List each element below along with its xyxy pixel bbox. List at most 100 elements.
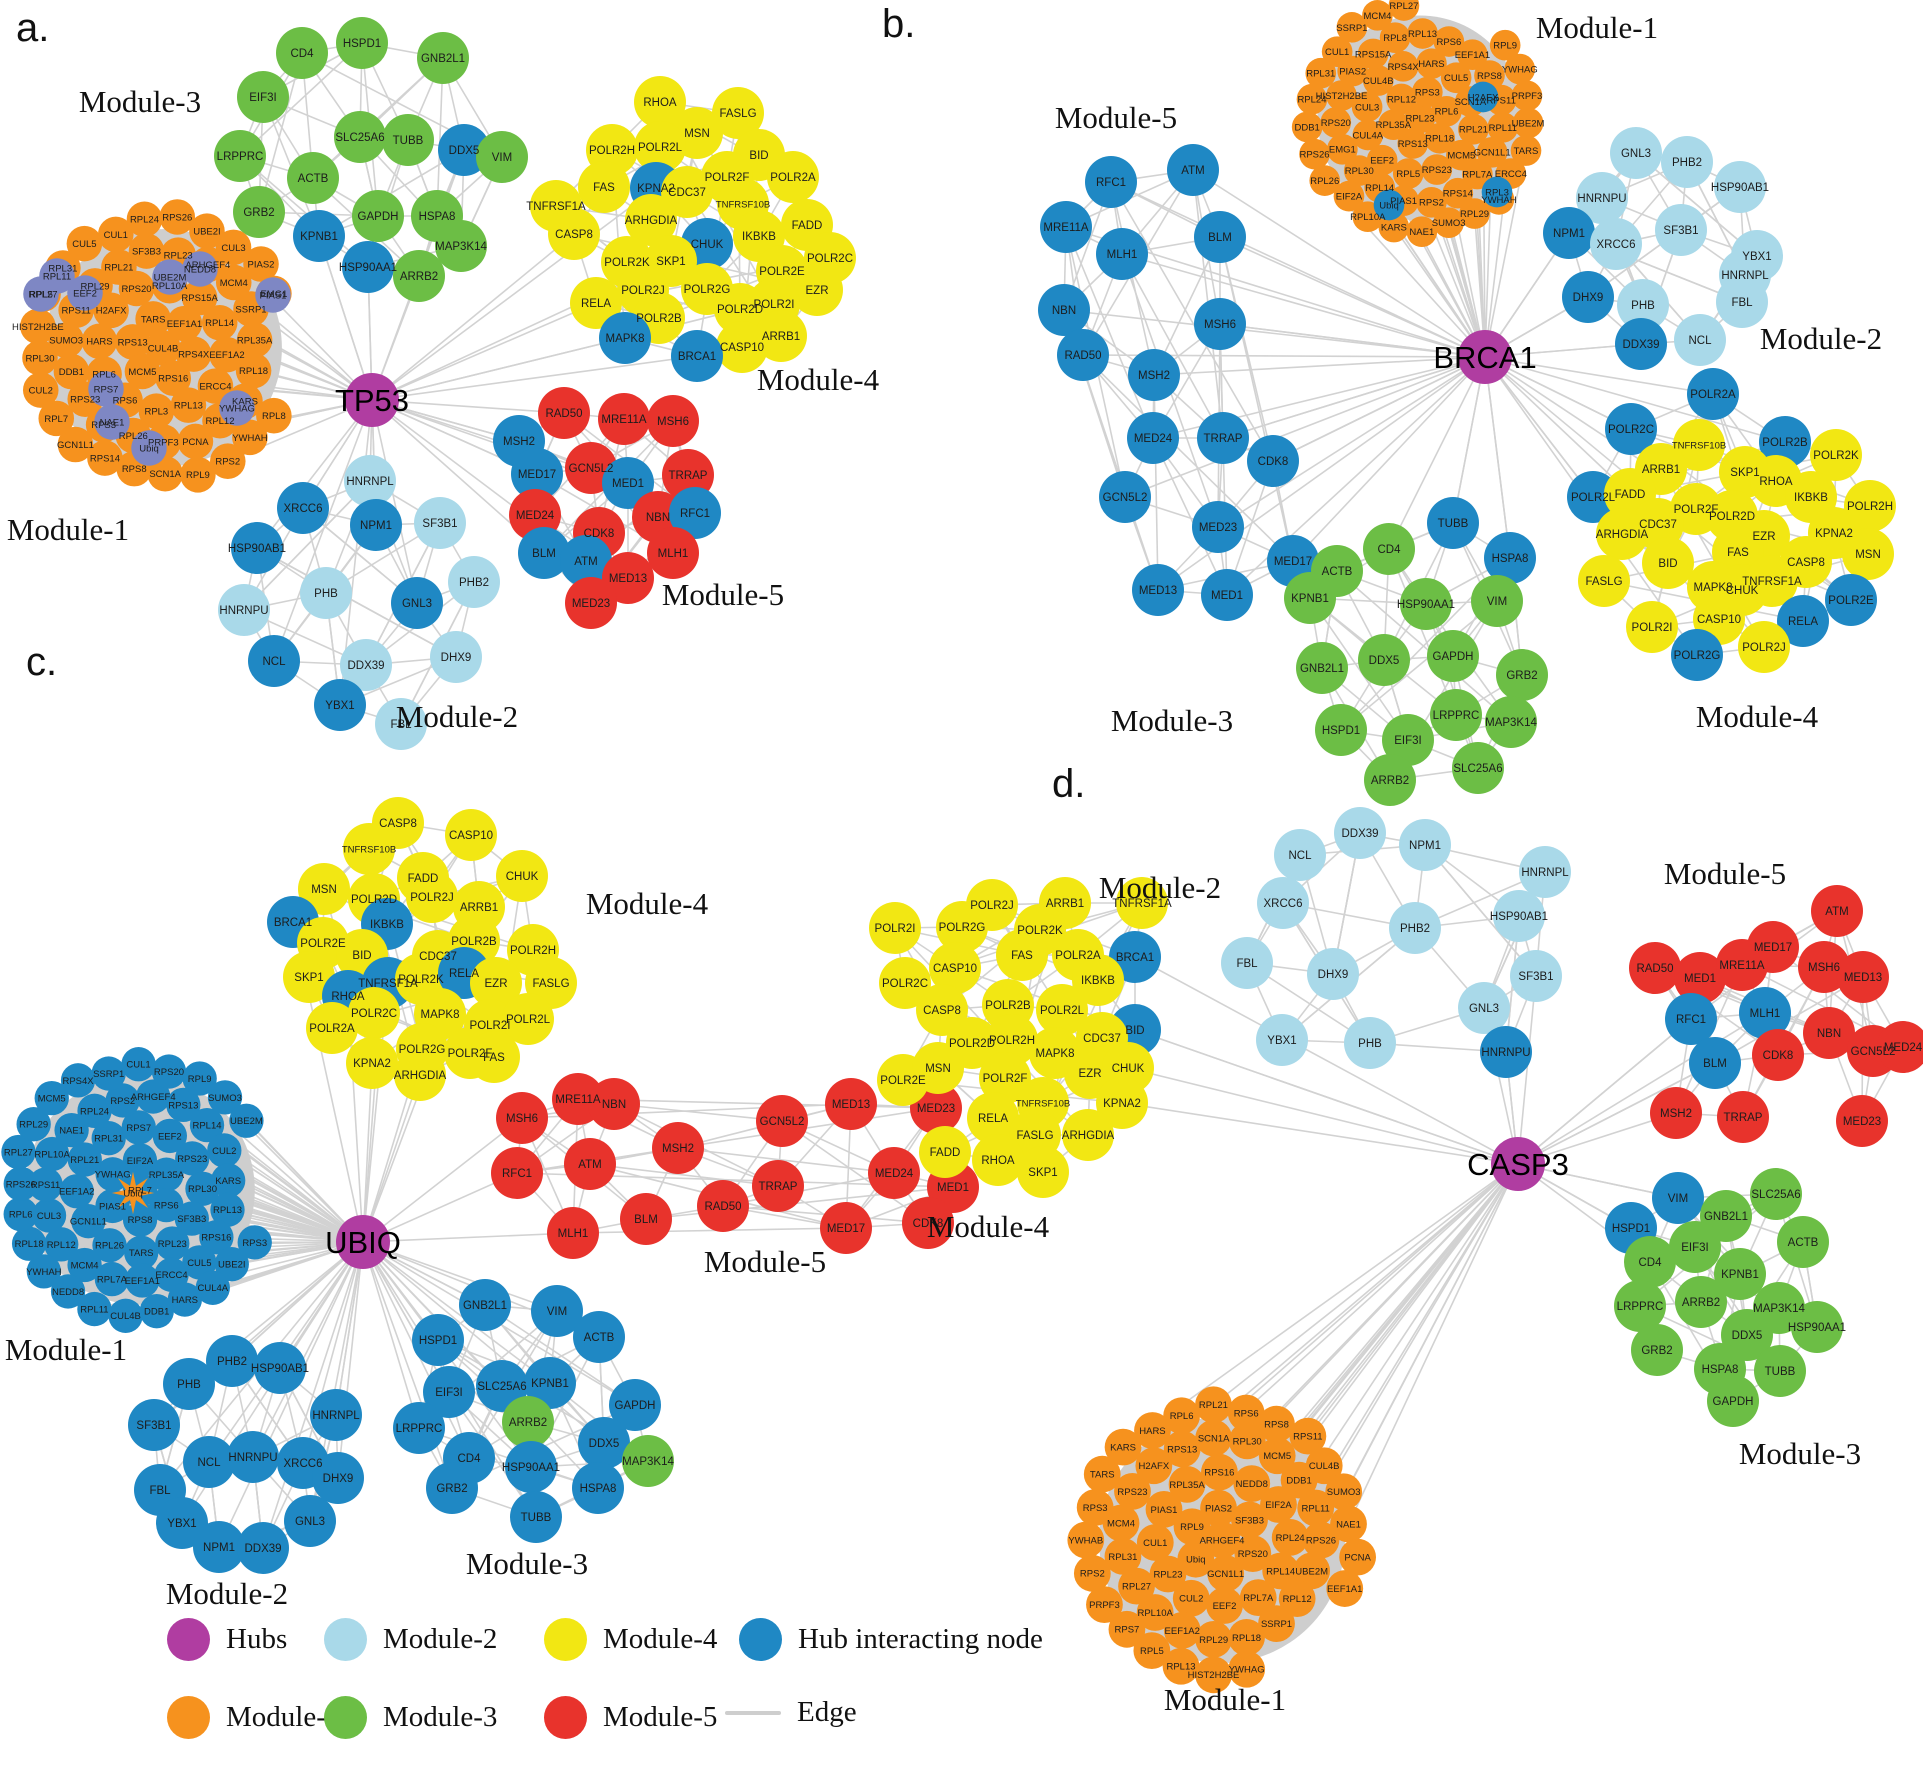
node-label: POLR2G (399, 1044, 446, 1056)
node-label: ACTB (1788, 1237, 1819, 1249)
node-label: VIM (1487, 596, 1507, 608)
node-label: RPL21 (70, 1155, 99, 1166)
node-label: HARS (172, 1295, 198, 1306)
node-MAP3K14 (622, 1435, 674, 1487)
node-ARHGDIA (394, 1049, 446, 1101)
node-label: KPNB1 (300, 231, 338, 243)
node-label: CD4 (457, 1453, 481, 1465)
node-label: SSRP1 (93, 1069, 124, 1080)
node-label: RPS16 (201, 1233, 231, 1244)
node-RELA (1777, 595, 1829, 647)
node-label: HSPD1 (1322, 725, 1360, 737)
node-label: XRCC6 (284, 1458, 323, 1470)
node-label: GRB2 (1506, 670, 1537, 682)
node-ARRB2 (502, 1396, 554, 1448)
node-label: RPS13 (1398, 139, 1428, 150)
node-label: ARRB1 (1642, 464, 1680, 476)
node-MED17 (820, 1202, 872, 1254)
node-RPS14 (87, 440, 123, 476)
node-label: ARRB1 (762, 331, 800, 343)
node-MSN (912, 1042, 964, 1094)
node-label: ARRB1 (1046, 898, 1084, 910)
node-RPL21 (1195, 1386, 1232, 1424)
node-label: FADD (1615, 489, 1646, 501)
node-label: POLR2K (398, 974, 444, 986)
node-FASLG (1578, 555, 1630, 607)
node-HSP90AA1 (505, 1441, 557, 1493)
node-label: POLR2H (1847, 501, 1893, 513)
node-label: RPS11 (61, 306, 90, 317)
node-label: MED1 (937, 1182, 969, 1194)
edge (371, 399, 565, 414)
node-RPL29 (16, 1107, 51, 1142)
node-GCN1L1 (57, 426, 94, 463)
node-label: MCM4 (1107, 1518, 1135, 1529)
node-KPNA2 (1096, 1077, 1148, 1129)
node-TNFRSF1A (1746, 555, 1798, 607)
node-label: POLR2D (949, 1038, 995, 1050)
node-label: RPL3 (1485, 187, 1509, 198)
node-EIF2A (1333, 180, 1365, 212)
node-SCN1A (147, 455, 183, 492)
node-label: NPM1 (1409, 840, 1441, 852)
node-label: MLH1 (1750, 1008, 1781, 1020)
node-label: HSPA8 (1492, 553, 1529, 565)
node-label: RPL24 (80, 1106, 109, 1117)
node-label: BRCA1 (274, 917, 312, 929)
node-label: POLR2D (717, 304, 763, 316)
node-label: FAS (593, 182, 615, 194)
node-label: RPS2 (1419, 198, 1444, 209)
node-label: ARHGEF4 (1200, 1535, 1245, 1546)
node-RPL30 (1343, 155, 1375, 186)
node-label: RHOA (981, 1155, 1015, 1167)
node-label: RPS8 (128, 1215, 153, 1226)
node-label: RPL5 (29, 289, 53, 300)
node-label: POLR2B (1762, 437, 1808, 449)
node-POLR2L (1036, 984, 1088, 1036)
node-RPS3 (237, 1225, 272, 1260)
node-TNFRSF10B (1673, 419, 1725, 471)
node-EIF3I (423, 1366, 475, 1418)
node-RPL26 (1309, 165, 1341, 196)
node-POLR2B (1759, 416, 1811, 468)
node-MCM5 (124, 353, 161, 390)
node-label: RAD50 (545, 408, 582, 420)
node-label: RPL24 (1297, 95, 1326, 106)
node-EEF1A2 (1163, 1611, 1201, 1649)
node-label: POLR2B (985, 1000, 1031, 1012)
node-label: RPL7A (1243, 1593, 1274, 1604)
node-RAD50 (538, 387, 590, 439)
node-label: POLR2A (1690, 389, 1736, 401)
node-label: YWHAG (1229, 1665, 1265, 1676)
node-label: RPS4X (1388, 62, 1420, 73)
node-label: MSH2 (1660, 1108, 1692, 1120)
node-label: ATM (1181, 165, 1204, 177)
node-label: POLR2G (939, 922, 986, 934)
node-HNRNPU (227, 1431, 279, 1483)
node-HSPD1 (1315, 704, 1367, 756)
node-CDC37 (661, 166, 713, 218)
node-NCL (1274, 829, 1326, 881)
node-label: RPL26 (95, 1241, 124, 1252)
node-MED13 (825, 1078, 877, 1130)
node-label: PHB (177, 1379, 201, 1391)
node-TUBB (1754, 1345, 1806, 1397)
edge (1517, 1112, 1677, 1165)
node-label: POLR2E (880, 1075, 926, 1087)
edge (258, 52, 303, 213)
node-CASP8 (548, 208, 600, 260)
node-PHB (1617, 279, 1669, 331)
node-RPS23 (175, 1141, 210, 1176)
node-label: DDB1 (144, 1307, 169, 1318)
node-label: POLR2I (754, 299, 795, 311)
edge (1484, 356, 1511, 559)
node-label: RPS26 (1299, 150, 1329, 161)
node-EIF3I (1382, 714, 1434, 766)
node-RPS26 (159, 199, 196, 235)
node-CUL5 (182, 1245, 217, 1280)
node-label: CASP8 (555, 229, 593, 241)
node-label: BLM (634, 1214, 658, 1226)
node-GNL3 (284, 1495, 336, 1547)
node-label: UBE2I (193, 227, 220, 238)
node-label: DDB1 (59, 367, 84, 378)
